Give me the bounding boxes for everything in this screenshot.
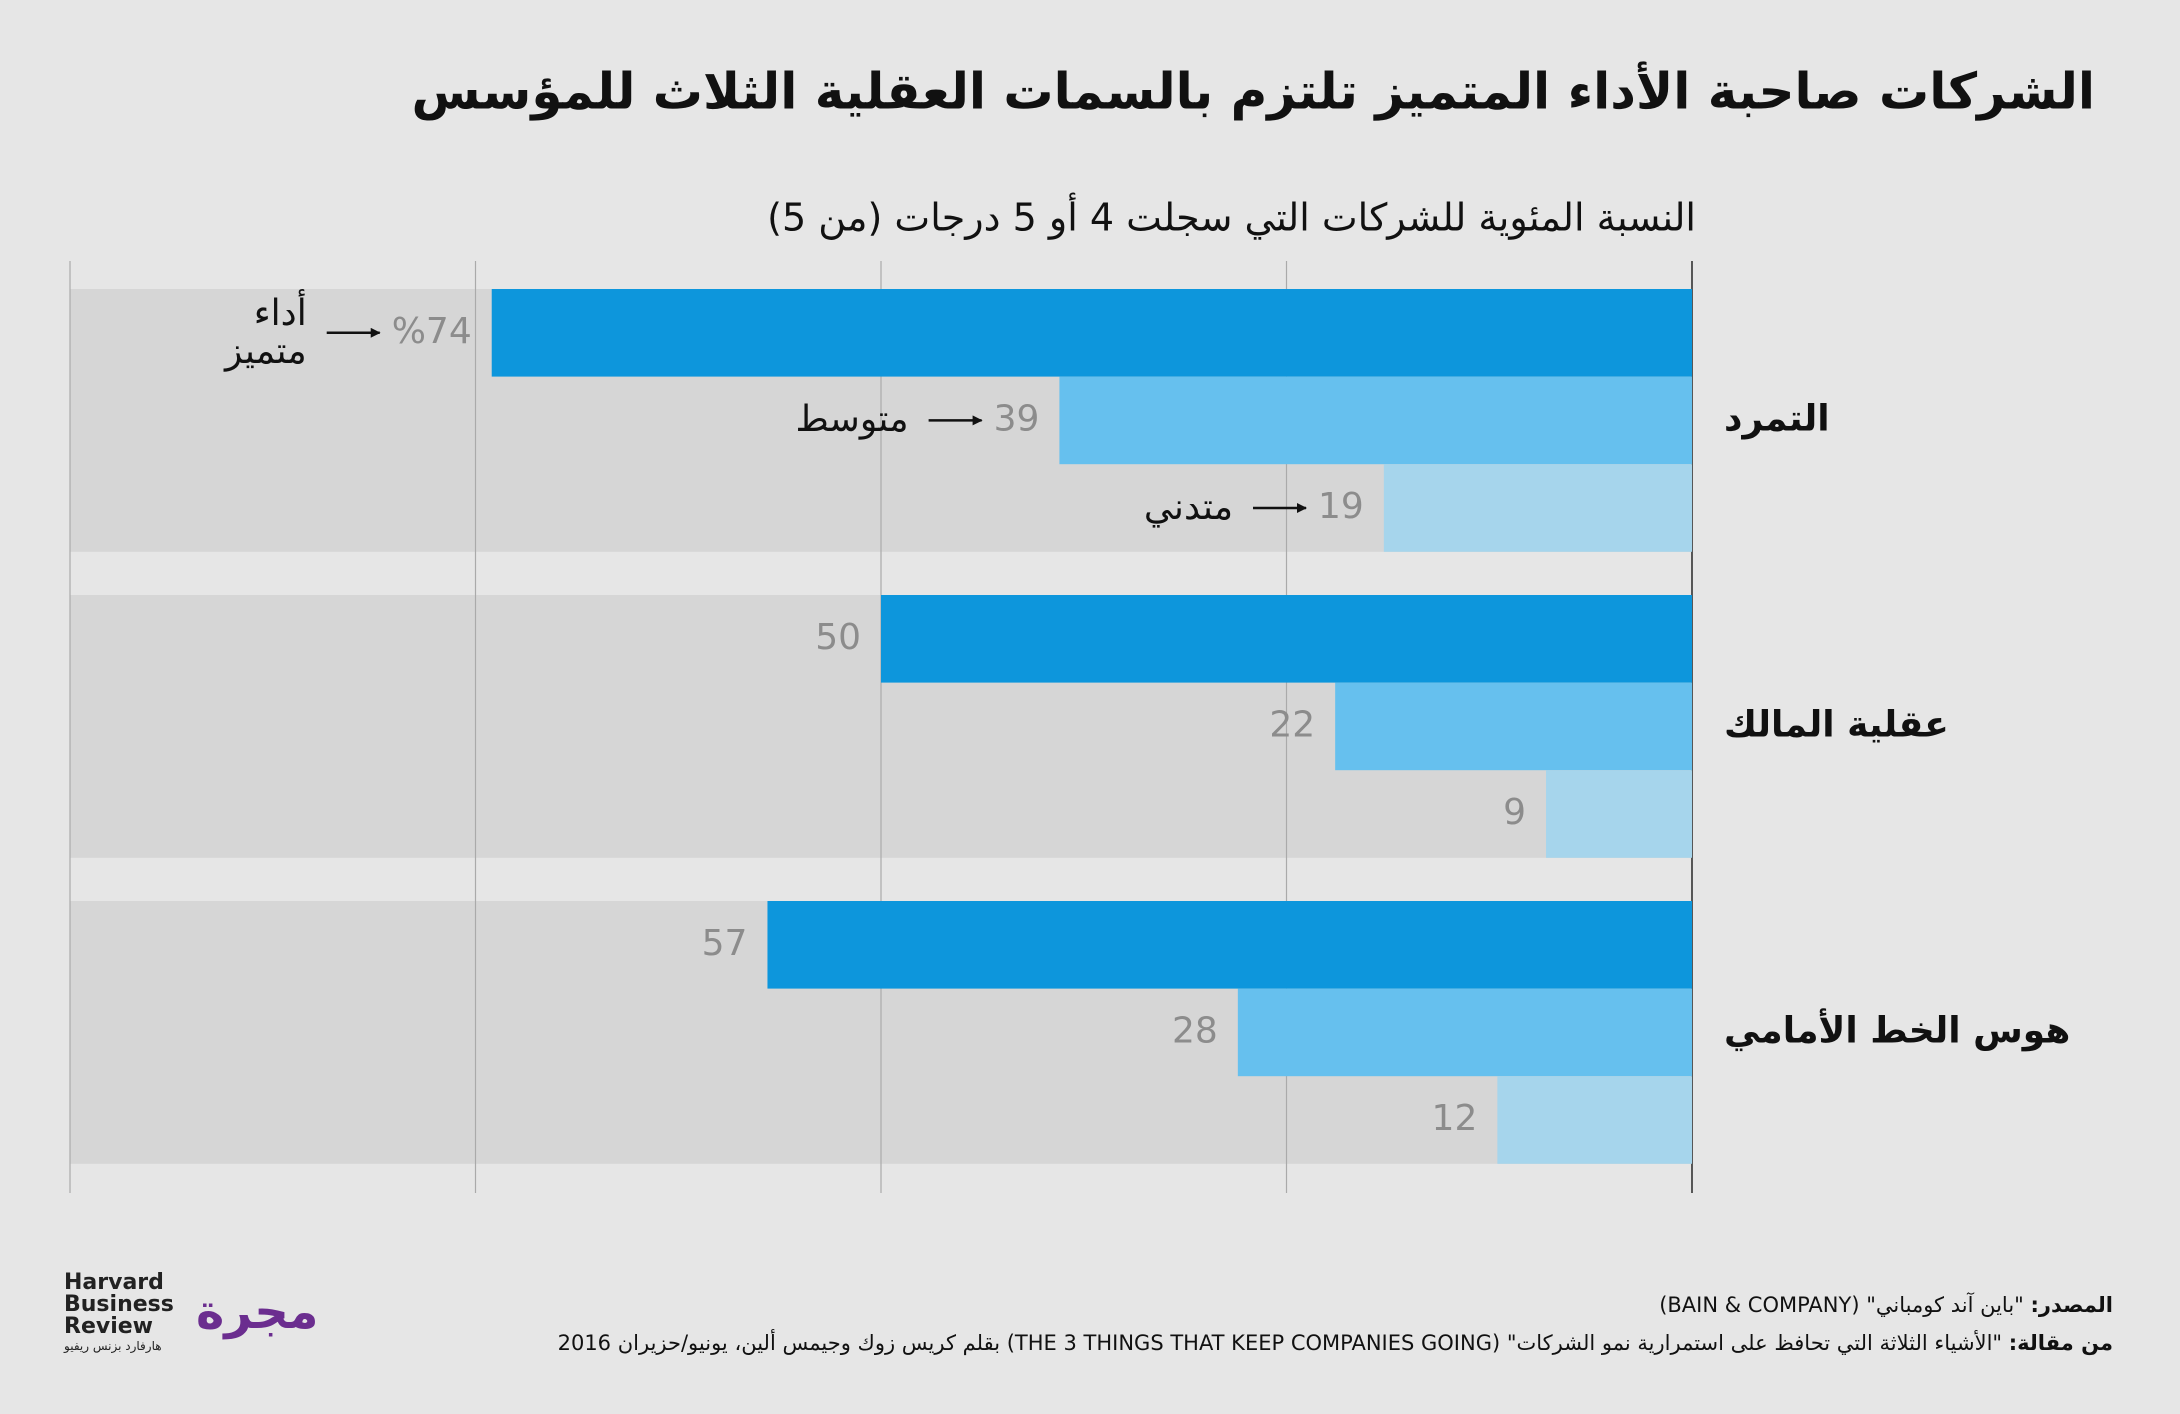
category-label: هوس الخط الأمامي [1724,1007,2070,1051]
bar [1335,682,1692,771]
bar [767,901,1692,989]
legend-label: أداء متميز [225,293,307,372]
category-label: عقلية المالك [1724,704,1949,745]
value-label: 9 [1503,792,1526,833]
logo-text: Business [64,1292,174,1317]
bar [1546,770,1692,858]
bar [491,289,1693,377]
value-label: 22 [1269,704,1315,745]
legend-entry: أداء متميز [7,269,307,397]
logo-text: Review [64,1314,153,1339]
legend-label: متوسط [795,399,909,441]
category-label: التمرد [1724,398,1830,439]
bar [881,595,1692,683]
footer: المصدر: "باين آند كومباني" (BAIN & COMPA… [558,1286,2113,1362]
chart-subtitle: النسبة المئوية للشركات التي سجلت 4 أو 5 … [767,193,1696,241]
hbr-logo: Harvard Business Review هارفارد بزنس ريف… [64,1272,174,1354]
logo-text: هارفارد بزنس ريفيو [64,1339,162,1353]
value-label: 50 [815,617,861,658]
article-label: من مقالة: [2008,1331,2113,1355]
bar [1237,988,1692,1077]
majalla-logo: مجرة [196,1284,319,1340]
source-label: المصدر: [2030,1293,2113,1317]
value-label: 28 [1172,1010,1218,1051]
chart: الشركات صاحبة الأداء المتميز تلتزم بالسم… [7,61,2096,1193]
bar [1497,1076,1692,1164]
source-text: "باين آند كومباني" (BAIN & COMPANY) [1659,1293,2024,1317]
article-text: "الأشياء الثلاثة التي تحافظ على استمراري… [557,1331,2003,1355]
legend-entry: متدني [933,444,1233,572]
bars [491,289,1693,1164]
bar [1383,464,1692,552]
value-label: 19 [1318,486,1364,527]
value-label: 57 [702,923,748,964]
legend-entry: متوسط [609,357,909,485]
value-label: 12 [1432,1098,1478,1139]
legend-box: متدني [933,444,1233,572]
value-label: %74 [392,311,472,352]
bar [1059,376,1692,465]
legend-box: متوسط [609,357,909,485]
logo-text: Harvard [64,1270,164,1295]
value-label: 39 [994,398,1040,439]
legend-label: متدني [1143,487,1233,529]
legend-box: أداء متميز [7,269,307,397]
chart-title: الشركات صاحبة الأداء المتميز تلتزم بالسم… [412,61,2096,122]
